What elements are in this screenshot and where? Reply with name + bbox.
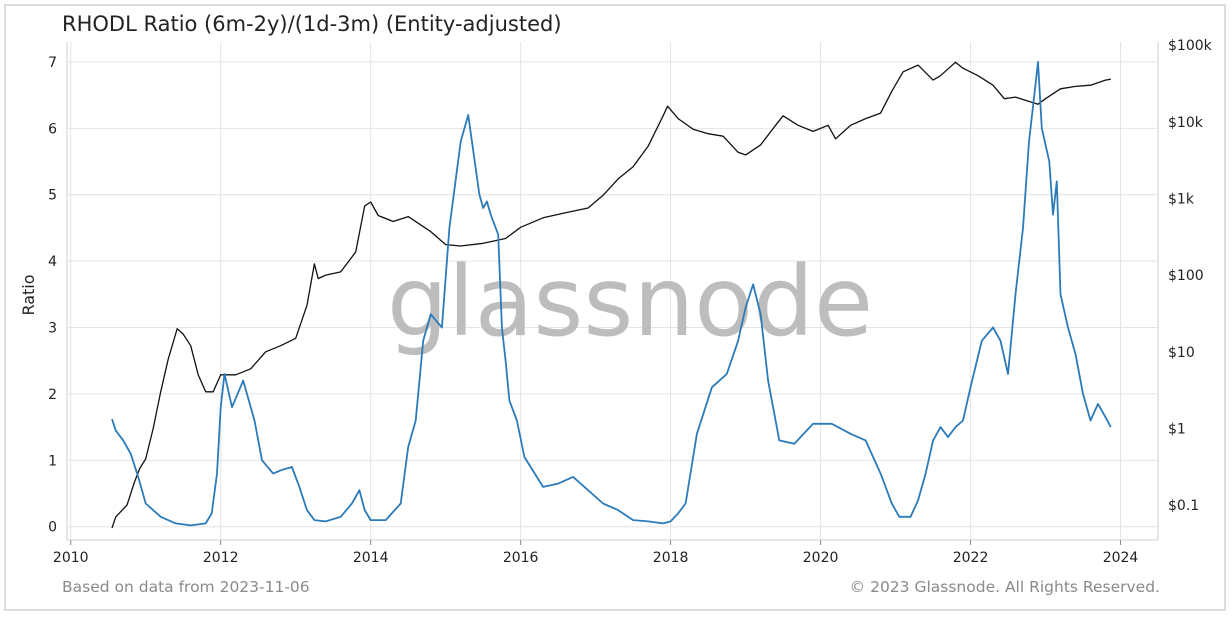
right-tick-label: $10k bbox=[1168, 115, 1204, 131]
x-tick-label: 2024 bbox=[1103, 550, 1139, 566]
x-tick-label: 2016 bbox=[503, 550, 539, 566]
x-tick-label: 2014 bbox=[353, 550, 389, 566]
right-tick-label: $100 bbox=[1168, 268, 1204, 284]
left-tick-label: 4 bbox=[48, 254, 57, 270]
x-tick-label: 2020 bbox=[803, 550, 839, 566]
x-axis-ticks: 2010 2012 2014 2016 2018 2020 2022 2024 bbox=[53, 550, 1138, 566]
footer-data-date: Based on data from 2023-11-06 bbox=[62, 578, 310, 596]
footer-copyright: © 2023 Glassnode. All Rights Reserved. bbox=[849, 578, 1160, 596]
left-tick-label: 0 bbox=[48, 520, 57, 536]
right-tick-label: $100k bbox=[1168, 38, 1213, 54]
y-axis-label: Ratio bbox=[19, 274, 38, 315]
right-axis-ticks: $0.1 $1 $10 $100 $1k $10k $100k bbox=[1168, 38, 1213, 514]
left-tick-label: 2 bbox=[48, 387, 57, 403]
x-tick-label: 2022 bbox=[953, 550, 989, 566]
chart-frame bbox=[4, 4, 1226, 611]
right-tick-label: $1 bbox=[1168, 421, 1186, 437]
x-tick-label: 2012 bbox=[203, 550, 239, 566]
x-tick-label: 2018 bbox=[653, 550, 689, 566]
left-tick-label: 7 bbox=[48, 55, 57, 71]
gridlines bbox=[66, 42, 1159, 545]
left-tick-label: 3 bbox=[48, 321, 57, 337]
rhodl-ratio-series-line bbox=[111, 61, 1112, 527]
left-axis-ticks: 0 1 2 3 4 5 6 7 bbox=[48, 55, 57, 536]
x-tick-label: 2010 bbox=[53, 550, 89, 566]
left-tick-label: 6 bbox=[48, 121, 57, 137]
left-tick-label: 1 bbox=[48, 453, 57, 469]
right-tick-label: $10 bbox=[1168, 345, 1195, 361]
right-tick-label: $0.1 bbox=[1168, 498, 1199, 514]
left-tick-label: 5 bbox=[48, 188, 57, 204]
chart-title: RHODL Ratio (6m-2y)/(1d-3m) (Entity-adju… bbox=[62, 12, 562, 36]
right-tick-label: $1k bbox=[1168, 191, 1195, 207]
watermark: glassnode bbox=[387, 246, 873, 358]
price-series-line bbox=[111, 61, 1111, 529]
series-layer bbox=[111, 61, 1112, 529]
